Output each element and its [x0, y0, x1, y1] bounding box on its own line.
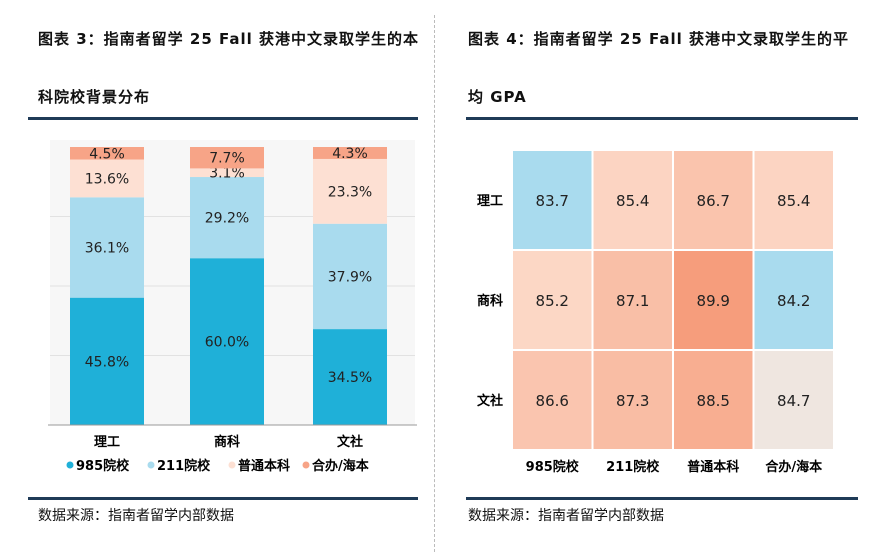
legend-marker	[66, 461, 74, 469]
legend-label: 普通本科	[238, 458, 290, 474]
data-label: 37.9%	[328, 269, 372, 285]
data-label: 36.1%	[85, 240, 129, 256]
cell-value: 84.7	[777, 392, 810, 410]
bar-segment	[313, 147, 387, 159]
legend-marker	[147, 461, 155, 469]
heatmap-cell	[593, 151, 672, 249]
data-label: 60.0%	[205, 335, 249, 351]
legend-marker	[228, 461, 236, 469]
heatmap-cell	[593, 351, 672, 449]
heatmap-cell	[754, 251, 833, 349]
cell-value: 88.5	[697, 392, 730, 410]
heatmap-cell	[674, 351, 753, 449]
column-label: 普通本科	[687, 459, 739, 475]
cell-value: 86.6	[536, 392, 569, 410]
bar-segment	[190, 147, 264, 169]
legend-label: 211院校	[157, 458, 211, 474]
data-label: 13.6%	[85, 171, 129, 187]
legend-marker	[302, 461, 310, 469]
heatmap-cell	[754, 151, 833, 249]
bar-segment	[190, 168, 264, 178]
heatmap-cell	[593, 251, 672, 349]
heatmap-cell	[674, 151, 753, 249]
cell-value: 85.4	[777, 192, 810, 210]
column-label: 合办/海本	[765, 459, 822, 475]
bar-segment	[313, 158, 387, 224]
bar-segment	[70, 297, 144, 425]
bar-segment	[190, 258, 264, 425]
cell-value: 89.9	[697, 292, 730, 310]
bar-segment	[70, 159, 144, 198]
cell-value: 86.7	[697, 192, 730, 210]
data-label: 29.2%	[205, 211, 249, 227]
row-label: 理工	[477, 194, 503, 209]
bar-segment	[313, 329, 387, 425]
data-label: 7.7%	[209, 151, 245, 167]
bar-segment	[70, 197, 144, 298]
heatmap-cell	[513, 351, 592, 449]
cell-value: 87.1	[616, 292, 649, 310]
column-label: 985院校	[526, 459, 580, 475]
column-label: 211院校	[606, 459, 660, 475]
cell-value: 83.7	[536, 192, 569, 210]
data-label: 45.8%	[85, 354, 129, 370]
left-footer-rule	[28, 497, 418, 500]
cell-value: 85.2	[536, 292, 569, 310]
right-chart-title: 图表 4：指南者留学 25 Fall 获港中文录取学生的平均 GPA	[468, 30, 849, 106]
panel-separator	[434, 15, 435, 552]
left-source: 数据来源：指南者留学内部数据	[38, 508, 234, 524]
x-tick-label: 文社	[337, 434, 363, 450]
left-header-rule	[28, 117, 418, 120]
legend-label: 合办/海本	[312, 458, 369, 474]
bar-segment	[190, 177, 264, 259]
data-label: 4.5%	[89, 146, 125, 162]
bar-segment	[313, 223, 387, 330]
data-label: 34.5%	[328, 370, 372, 386]
right-footer-rule	[466, 497, 858, 500]
left-chart-title: 图表 3：指南者留学 25 Fall 获港中文录取学生的本科院校背景分布	[38, 30, 419, 106]
heatmap-cell	[754, 351, 833, 449]
data-label: 3.1%	[209, 166, 245, 182]
heatmap-cell	[513, 151, 592, 249]
cell-value: 85.4	[616, 192, 649, 210]
heatmap-cell	[674, 251, 753, 349]
cell-value: 84.2	[777, 292, 810, 310]
right-header-rule	[466, 117, 858, 120]
row-label: 商科	[477, 293, 503, 309]
x-tick-label: 理工	[94, 435, 120, 450]
row-label: 文社	[477, 393, 503, 409]
right-source: 数据来源：指南者留学内部数据	[468, 508, 664, 524]
legend-label: 985院校	[76, 458, 130, 474]
x-tick-label: 商科	[214, 434, 240, 450]
data-label: 23.3%	[328, 184, 372, 200]
bar-segment	[70, 147, 144, 160]
heatmap-cell	[513, 251, 592, 349]
data-label: 4.3%	[332, 146, 368, 162]
cell-value: 87.3	[616, 392, 649, 410]
